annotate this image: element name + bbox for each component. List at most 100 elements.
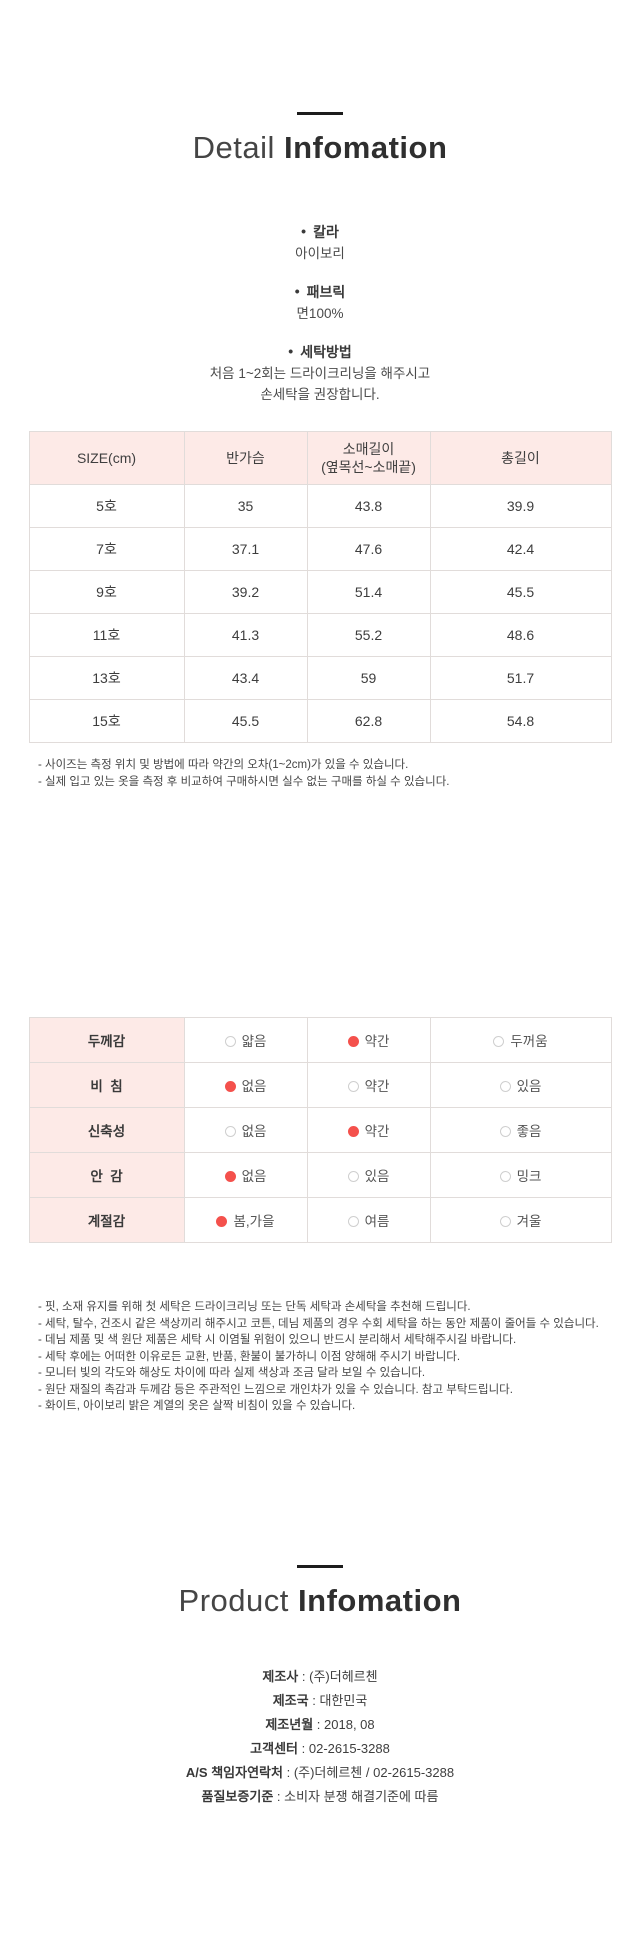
- size-table-header-row: SIZE(cm) 반가슴 소매길이 (옆목선~소매끝) 총길이: [28, 431, 612, 485]
- note-line: - 모니터 빛의 각도와 해상도 차이에 따라 실제 색상과 조금 달라 보일 …: [38, 1367, 426, 1379]
- product-info-value: (주)더헤르첸 / 02-2615-3288: [293, 1764, 455, 1780]
- size-cell: 45.5: [429, 570, 612, 614]
- size-cell: 5호: [28, 484, 185, 528]
- radio-selected-icon: [224, 1171, 236, 1182]
- radio-unselected-icon: [499, 1216, 511, 1227]
- radio-unselected-icon: [499, 1171, 511, 1182]
- product-info-header: Product Infomation: [0, 1415, 640, 1619]
- attribute-option: 밍크: [429, 1152, 612, 1198]
- product-info-separator: :: [313, 1716, 325, 1732]
- spec-item: • 세탁방법 처음 1~2회는 드라이크리닝을 해주시고 손세탁을 권장합니다.: [0, 340, 640, 405]
- product-info-value: 소비자 분쟁 해결기준에 따름: [284, 1788, 439, 1804]
- product-title-light: Product: [178, 1582, 289, 1618]
- size-table: SIZE(cm) 반가슴 소매길이 (옆목선~소매끝) 총길이 5호 35 43.8 39.…: [28, 431, 612, 743]
- attribute-option-text: 약간: [364, 1034, 390, 1049]
- product-info-line: 품질보증기준 : 소비자 분쟁 해결기준에 따름: [0, 1785, 640, 1809]
- radio-unselected-icon: [224, 1126, 236, 1137]
- attribute-label: 비 침: [28, 1062, 185, 1108]
- bullet-icon: •: [288, 343, 294, 359]
- product-info-line: 제조사 : (주)더헤르첸: [0, 1665, 640, 1689]
- size-cell: 45.5: [183, 699, 308, 743]
- spec-label-text: 패브릭: [306, 284, 346, 300]
- attribute-option-text: 봄,가을: [233, 1214, 275, 1229]
- note-line: - 실제 입고 있는 옷을 측정 후 비교하여 구매하시면 실수 없는 구매를 …: [38, 776, 450, 788]
- detail-info-header: Detail Infomation: [0, 0, 640, 166]
- size-table-body: 5호 35 43.8 39.9 7호 37.1 47.6 42.4 9호 39.2 51.4 45.5…: [28, 484, 612, 743]
- size-cell: 37.1: [183, 527, 308, 571]
- detail-info-title: Detail Infomation: [0, 130, 640, 166]
- size-cell: 39.9: [429, 484, 612, 528]
- size-table-row: 9호 39.2 51.4 45.5: [28, 570, 612, 614]
- spec-item: • 패브릭 면100%: [0, 280, 640, 324]
- spec-value: 손세탁을 권장합니다.: [260, 387, 380, 402]
- attribute-option-text: 두꺼움: [510, 1034, 548, 1049]
- attribute-option-text: 얇음: [241, 1034, 267, 1049]
- product-info-line: 제조국 : 대한민국: [0, 1689, 640, 1713]
- size-cell: 51.7: [429, 656, 612, 700]
- attribute-label: 계절감: [28, 1197, 185, 1243]
- detail-title-bold: Infomation: [283, 130, 448, 165]
- size-table-row: 13호 43.4 59 51.7: [28, 656, 612, 700]
- product-title-bold: Infomation: [298, 1582, 462, 1618]
- product-info-value: 대한민국: [319, 1692, 368, 1708]
- note-line: - 원단 재질의 촉감과 두께감 등은 주관적인 느낌으로 개인차가 있을 수 …: [38, 1383, 513, 1396]
- attribute-option-text: 좋음: [516, 1124, 542, 1139]
- attribute-option-text: 있음: [364, 1169, 390, 1184]
- attribute-label: 안 감: [28, 1152, 185, 1198]
- radio-unselected-icon: [347, 1081, 359, 1092]
- size-table-row: 11호 41.3 55.2 48.6: [28, 613, 612, 657]
- size-cell: 39.2: [183, 570, 308, 614]
- attribute-option: 봄,가을: [183, 1197, 308, 1243]
- bottom-spacer: [0, 1809, 640, 1949]
- spec-label: • 칼라: [0, 220, 640, 243]
- size-cell: 11호: [28, 613, 185, 657]
- note-line: - 핏, 소재 유지를 위해 첫 세탁은 드라이크리닝 또는 단독 세탁과 손세…: [38, 1301, 471, 1313]
- attribute-row: 계절감 봄,가을 여름 겨울: [28, 1197, 612, 1243]
- attribute-label: 두께감: [28, 1017, 185, 1063]
- bullet-icon: •: [301, 223, 307, 239]
- radio-selected-icon: [347, 1126, 359, 1137]
- size-table-row: 5호 35 43.8 39.9: [28, 484, 612, 528]
- product-info-line: 제조년월 : 2018, 08: [0, 1713, 640, 1737]
- product-info-list: 제조사 : (주)더헤르첸 제조국 : 대한민국 제조년월 : 2018, 08 고객…: [0, 1665, 640, 1809]
- product-info-value: 2018, 08: [324, 1716, 375, 1732]
- size-cell: 54.8: [429, 699, 612, 743]
- size-cell: 35: [183, 484, 308, 528]
- attribute-option: 약간: [306, 1062, 431, 1108]
- product-info-separator: :: [308, 1692, 320, 1708]
- size-cell: 7호: [28, 527, 185, 571]
- radio-unselected-icon: [224, 1036, 236, 1047]
- attribute-option-text: 겨울: [516, 1214, 542, 1229]
- spec-list: • 칼라 아이보리 • 패브릭 면100% • 세탁방법 처음 1~2회는 드라이크리닝을 해주…: [0, 220, 640, 405]
- product-info-label: 제조국: [272, 1692, 309, 1708]
- attribute-option: 좋음: [429, 1107, 612, 1153]
- product-info-label: 고객센터: [250, 1740, 299, 1756]
- attribute-option-text: 여름: [364, 1214, 390, 1229]
- spec-label: • 패브릭: [0, 280, 640, 303]
- size-cell: 9호: [28, 570, 185, 614]
- attribute-option: 두꺼움: [429, 1017, 612, 1063]
- radio-unselected-icon: [347, 1171, 359, 1182]
- size-column-header: SIZE(cm): [28, 431, 185, 485]
- attribute-option: 없음: [183, 1152, 308, 1198]
- attribute-option: 있음: [306, 1152, 431, 1198]
- product-info-separator: :: [298, 1668, 310, 1684]
- attribute-row: 두께감 얇음 약간 두꺼움: [28, 1017, 612, 1063]
- attribute-option: 얇음: [183, 1017, 308, 1063]
- title-divider-line: [297, 112, 343, 115]
- size-cell: 62.8: [306, 699, 431, 743]
- product-info-separator: :: [273, 1788, 285, 1804]
- size-column-header: 반가슴: [183, 431, 308, 485]
- product-info-label: 제조사: [262, 1668, 299, 1684]
- attribute-row: 신축성 없음 약간 좋음: [28, 1107, 612, 1153]
- product-info-value: (주)더헤르첸: [309, 1668, 378, 1684]
- radio-unselected-icon: [499, 1081, 511, 1092]
- size-cell: 59: [306, 656, 431, 700]
- attribute-option: 약간: [306, 1017, 431, 1063]
- product-info-label: 품질보증기준: [201, 1788, 274, 1804]
- size-cell: 41.3: [183, 613, 308, 657]
- note-line: - 화이트, 아이보리 밝은 계열의 옷은 살짝 비침이 있을 수 있습니다.: [38, 1400, 356, 1412]
- bullet-icon: •: [294, 283, 300, 299]
- attribute-option: 여름: [306, 1197, 431, 1243]
